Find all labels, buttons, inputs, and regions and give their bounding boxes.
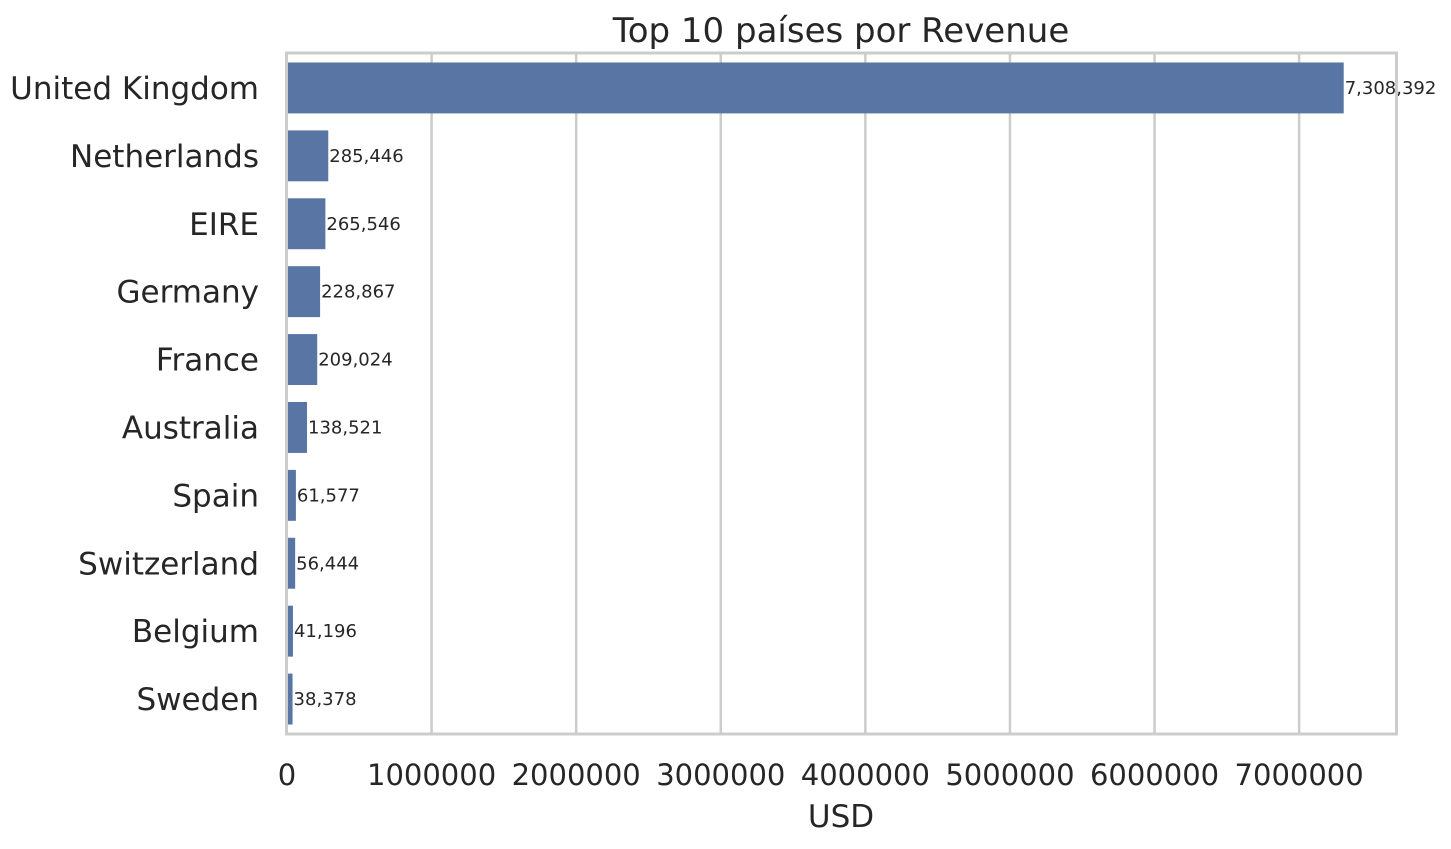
category-label: Australia	[122, 410, 259, 446]
category-label: Netherlands	[70, 139, 259, 175]
x-tick-label: 3000000	[656, 758, 785, 792]
data-label: 41,196	[294, 621, 357, 642]
category-label: Germany	[117, 275, 259, 311]
data-label: 61,577	[297, 485, 360, 506]
x-axis-label: USD	[808, 799, 874, 835]
bar	[287, 401, 308, 453]
chart-title: Top 10 países por Revenue	[612, 11, 1070, 51]
bar	[287, 334, 318, 386]
data-label: 228,867	[321, 282, 395, 303]
x-tick-label: 6000000	[1090, 758, 1219, 792]
x-tick-labels: 0 1000000 2000000 3000000 4000000 5000000 6000…	[278, 758, 1364, 792]
data-label: 56,444	[296, 553, 359, 574]
category-label: Switzerland	[78, 546, 259, 582]
x-tick-label: 1000000	[367, 758, 496, 792]
category-labels: United Kingdom Netherlands EIRE Germany Fran…	[10, 71, 259, 718]
x-tick-label: 5000000	[945, 758, 1074, 792]
x-tick-label: 4000000	[801, 758, 930, 792]
bar	[287, 469, 296, 521]
x-tick-label: 2000000	[512, 758, 641, 792]
bar	[287, 673, 293, 725]
bars	[287, 62, 1344, 725]
x-tick-label: 0	[278, 758, 296, 792]
bar	[287, 605, 293, 657]
category-label: Spain	[172, 478, 259, 514]
data-labels: 7,308,392 285,446 265,546 228,867 209,024 138…	[294, 78, 1437, 710]
grid-lines	[430, 54, 1301, 733]
category-label: Sweden	[136, 682, 259, 718]
category-label: United Kingdom	[10, 71, 259, 107]
category-label: EIRE	[189, 207, 259, 243]
bar	[287, 537, 296, 589]
data-label: 285,446	[329, 146, 403, 167]
category-label: France	[156, 343, 259, 379]
bar	[287, 198, 326, 250]
data-label: 265,546	[326, 214, 400, 235]
x-tick-label: 7000000	[1235, 758, 1364, 792]
plot-frame	[285, 51, 1398, 736]
data-label: 7,308,392	[1345, 78, 1437, 99]
bar	[287, 62, 1344, 114]
data-label: 138,521	[308, 417, 382, 438]
bar	[287, 130, 329, 182]
bar	[287, 266, 321, 318]
category-label: Belgium	[132, 614, 259, 650]
data-label: 38,378	[294, 689, 357, 710]
data-label: 209,024	[318, 350, 392, 371]
